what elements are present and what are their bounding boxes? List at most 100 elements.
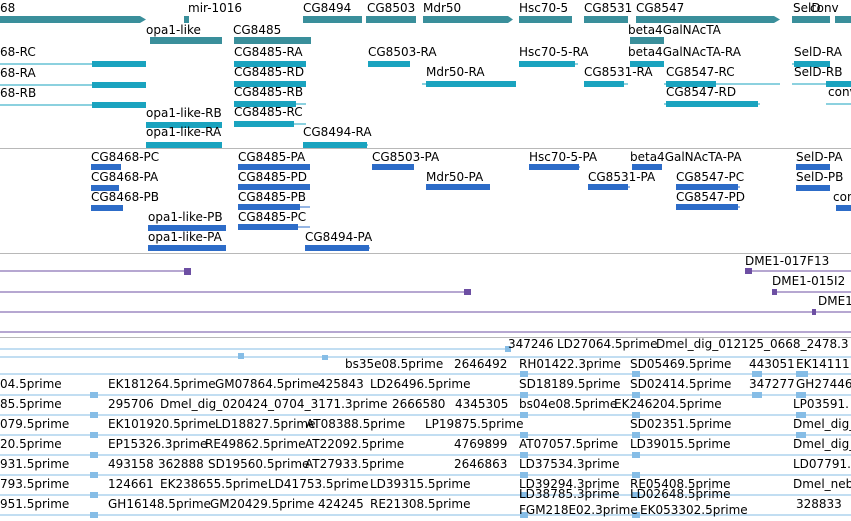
transcript-label[interactable]: conv	[828, 85, 851, 99]
transcript-label[interactable]: 68-RB	[0, 86, 37, 100]
protein-label[interactable]: CG8531-PA	[588, 170, 656, 184]
transcript-label[interactable]: opa1-like-RA	[146, 125, 222, 139]
transcript-label[interactable]: CG8531-RA	[584, 65, 653, 79]
gene-label-CG8485[interactable]: CG8485	[233, 23, 282, 37]
transcript-label[interactable]: SelD-RB	[794, 65, 843, 79]
est-label[interactable]: GH27446	[796, 377, 851, 391]
est-label[interactable]: 2646492	[454, 357, 508, 371]
est-label[interactable]: LD41753.5prime	[268, 477, 369, 491]
est-label[interactable]: SD05469.5prime	[630, 357, 732, 371]
est-label[interactable]: 424245	[318, 497, 364, 511]
est-label[interactable]: LD07791.	[793, 457, 851, 471]
est-label[interactable]: RE05408.5prime	[630, 477, 731, 491]
transcript-label[interactable]: CG8485-RD	[234, 65, 305, 79]
est-label[interactable]: LD02648.5prime	[630, 487, 731, 501]
gene-label-CG8531[interactable]: CG8531	[584, 1, 633, 15]
transcript-label[interactable]: CG8485-RC	[234, 105, 303, 119]
est-label[interactable]: LD39315.5prime	[370, 477, 471, 491]
est-label[interactable]: 04.5prime	[0, 377, 62, 391]
est-label[interactable]: 124661	[108, 477, 154, 491]
protein-label[interactable]: SelD-PB	[796, 170, 844, 184]
est-label[interactable]: 931.5prime	[0, 457, 70, 471]
gene-label-CG8547[interactable]: CG8547	[636, 1, 685, 15]
protein-label[interactable]: CG8485-PC	[238, 210, 307, 224]
est-label[interactable]: 951.5prime	[0, 497, 70, 511]
est-label[interactable]: GH16148.5prime	[108, 497, 211, 511]
transcript-label[interactable]: 68-RA	[0, 66, 36, 80]
est-label[interactable]: 328833	[796, 497, 842, 511]
est-label[interactable]: EK053302.5prime	[640, 503, 748, 517]
est-label[interactable]: Dmel_dig_012125_0668_2478.3	[656, 337, 849, 351]
est-label[interactable]: RE21308.5prime	[370, 497, 471, 511]
est-label[interactable]: FGM218E02.3prime	[519, 503, 638, 517]
protein-label[interactable]: CG8503-PA	[372, 150, 440, 164]
est-label[interactable]: 443051	[749, 357, 795, 371]
est-label[interactable]: SD19560.5prime	[208, 457, 310, 471]
est-label[interactable]: RE49862.5prime	[205, 437, 306, 451]
protein-label[interactable]: CG8485-PA	[238, 150, 306, 164]
est-label[interactable]: RH01422.3prime	[519, 357, 621, 371]
gene-label-CG8503[interactable]: CG8503	[367, 1, 416, 15]
gene-label-Mdr50[interactable]: Mdr50	[423, 1, 462, 15]
est-label[interactable]: 362888	[158, 457, 204, 471]
est-label[interactable]: LD37534.3prime	[519, 457, 620, 471]
transcript-label[interactable]: opa1-like-RB	[146, 106, 222, 120]
est-label[interactable]: 793.5prime	[0, 477, 70, 491]
transcript-label[interactable]: CG8547-RC	[666, 65, 735, 79]
gene-label-conv[interactable]: conv	[810, 1, 839, 15]
est-label[interactable]: 85.5prime	[0, 397, 62, 411]
protein-label[interactable]: CG8468-PB	[91, 190, 160, 204]
protein-label[interactable]: CG8468-PA	[91, 170, 159, 184]
est-label[interactable]: LD39294.3prime	[519, 477, 620, 491]
transcript-label[interactable]: SelD-RA	[794, 45, 842, 59]
est-label[interactable]: SD02414.5prime	[630, 377, 732, 391]
clone-label[interactable]: DME1-015I2	[772, 274, 846, 288]
est-label[interactable]: LD38785.3prime	[519, 487, 620, 501]
est-label[interactable]: SD18189.5prime	[519, 377, 621, 391]
transcript-label[interactable]: CG8547-RD	[666, 85, 737, 99]
protein-label[interactable]: opa1-like-PB	[148, 210, 223, 224]
est-label[interactable]: 20.5prime	[0, 437, 62, 451]
transcript-label[interactable]: CG8485-RA	[234, 45, 303, 59]
gene-label-mir-1016[interactable]: mir-1016	[188, 1, 243, 15]
est-label[interactable]: 493158	[108, 457, 154, 471]
est-label[interactable]: AT22092.5prime	[305, 437, 405, 451]
est-label[interactable]: 295706	[108, 397, 154, 411]
clone-label[interactable]: DME1	[818, 294, 851, 308]
protein-label[interactable]: beta4GalNAcTA-PA	[630, 150, 742, 164]
est-label[interactable]: EK14111	[796, 357, 850, 371]
protein-label[interactable]: CG8494-PA	[305, 230, 373, 244]
gene-label-SelD[interactable]: SelD	[793, 1, 821, 15]
est-label[interactable]: Dmel_dig_	[793, 437, 851, 451]
est-label[interactable]: EP15326.3prime	[108, 437, 208, 451]
est-label[interactable]: 079.5prime	[0, 417, 70, 431]
est-label[interactable]: bs35e08.5prime	[345, 357, 444, 371]
est-label[interactable]: GM07864.5prime	[215, 377, 320, 391]
est-label[interactable]: AT08388.5prime	[306, 417, 406, 431]
transcript-label[interactable]: beta4GalNAcTA-RA	[628, 45, 741, 59]
est-label[interactable]: Dmel_dig_	[793, 417, 851, 431]
est-label[interactable]: EK101920.5prime	[108, 417, 216, 431]
transcript-label[interactable]: Mdr50-RA	[426, 65, 485, 79]
est-label[interactable]: EK181264.5prime	[108, 377, 216, 391]
transcript-label[interactable]: 68-RC	[0, 45, 36, 59]
protein-label[interactable]: conv	[833, 190, 851, 204]
gene-label-CG8494[interactable]: CG8494	[303, 1, 352, 15]
est-label[interactable]: LD39015.5prime	[630, 437, 731, 451]
est-label[interactable]: SD02351.5prime	[630, 417, 732, 431]
est-label[interactable]: LD18827.5prime	[215, 417, 316, 431]
gene-label-beta4GalNAcTA[interactable]: beta4GalNAcTA	[628, 23, 721, 37]
est-label[interactable]: 2666580	[392, 397, 446, 411]
est-label[interactable]: Dmel_neb	[793, 477, 851, 491]
protein-label[interactable]: CG8547-PC	[676, 170, 745, 184]
transcript-label[interactable]: CG8485-RB	[234, 85, 304, 99]
est-label[interactable]: EK238655.5prime	[160, 477, 268, 491]
protein-label[interactable]: CG8485-PB	[238, 190, 307, 204]
gene-label-opa1-like[interactable]: opa1-like	[146, 23, 201, 37]
est-label[interactable]: bs04e08.5prime	[519, 397, 618, 411]
est-label[interactable]: 4345305	[455, 397, 509, 411]
est-label[interactable]: EK246204.5prime	[614, 397, 722, 411]
est-label[interactable]: LP03591.	[793, 397, 849, 411]
protein-label[interactable]: CG8547-PD	[676, 190, 746, 204]
est-label[interactable]: 2646863	[454, 457, 508, 471]
